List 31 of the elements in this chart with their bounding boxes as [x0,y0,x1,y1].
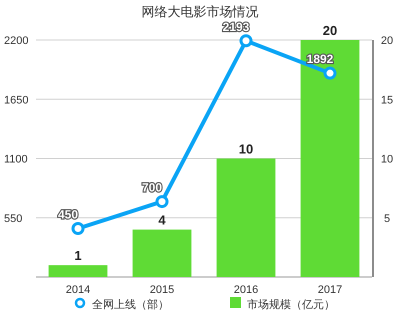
legend-label: 全网上线（部） [92,298,169,311]
y-tick-label: 2200 [4,35,28,47]
data-label: 4 [158,212,166,228]
point [240,34,252,48]
y2-tick-label: 20 [380,35,394,47]
data-label: 20 [322,23,338,38]
y-tick-label: 1100 [4,154,28,166]
x-tick-label: 2015 [150,284,174,296]
point [72,222,84,236]
point [156,195,168,208]
data-label: 450 [58,208,78,222]
bar [48,265,108,277]
data-label: 1892 [306,52,334,66]
x-tick-label: 2016 [234,284,258,296]
bar [300,40,360,277]
bar [132,230,192,277]
data-label: 10 [238,142,254,156]
data-label: 2193 [222,20,250,34]
y2-tick-label: 15 [380,94,394,106]
chart-title: 网络大电影市场情况 [142,4,258,19]
y-tick-label: 1650 [4,94,28,106]
x-tick-label: 2014 [66,284,90,296]
y2-tick-label: 10 [380,154,394,166]
y-tick-label: 550 [4,212,22,225]
point [324,66,336,80]
data-label: 700 [142,180,162,195]
bar [216,158,276,277]
data-label: 1 [74,248,82,264]
legend-label: 市场规模（亿元） [247,298,335,311]
y2-tick-label: 5 [384,212,390,225]
x-tick-label: 2017 [318,284,342,296]
